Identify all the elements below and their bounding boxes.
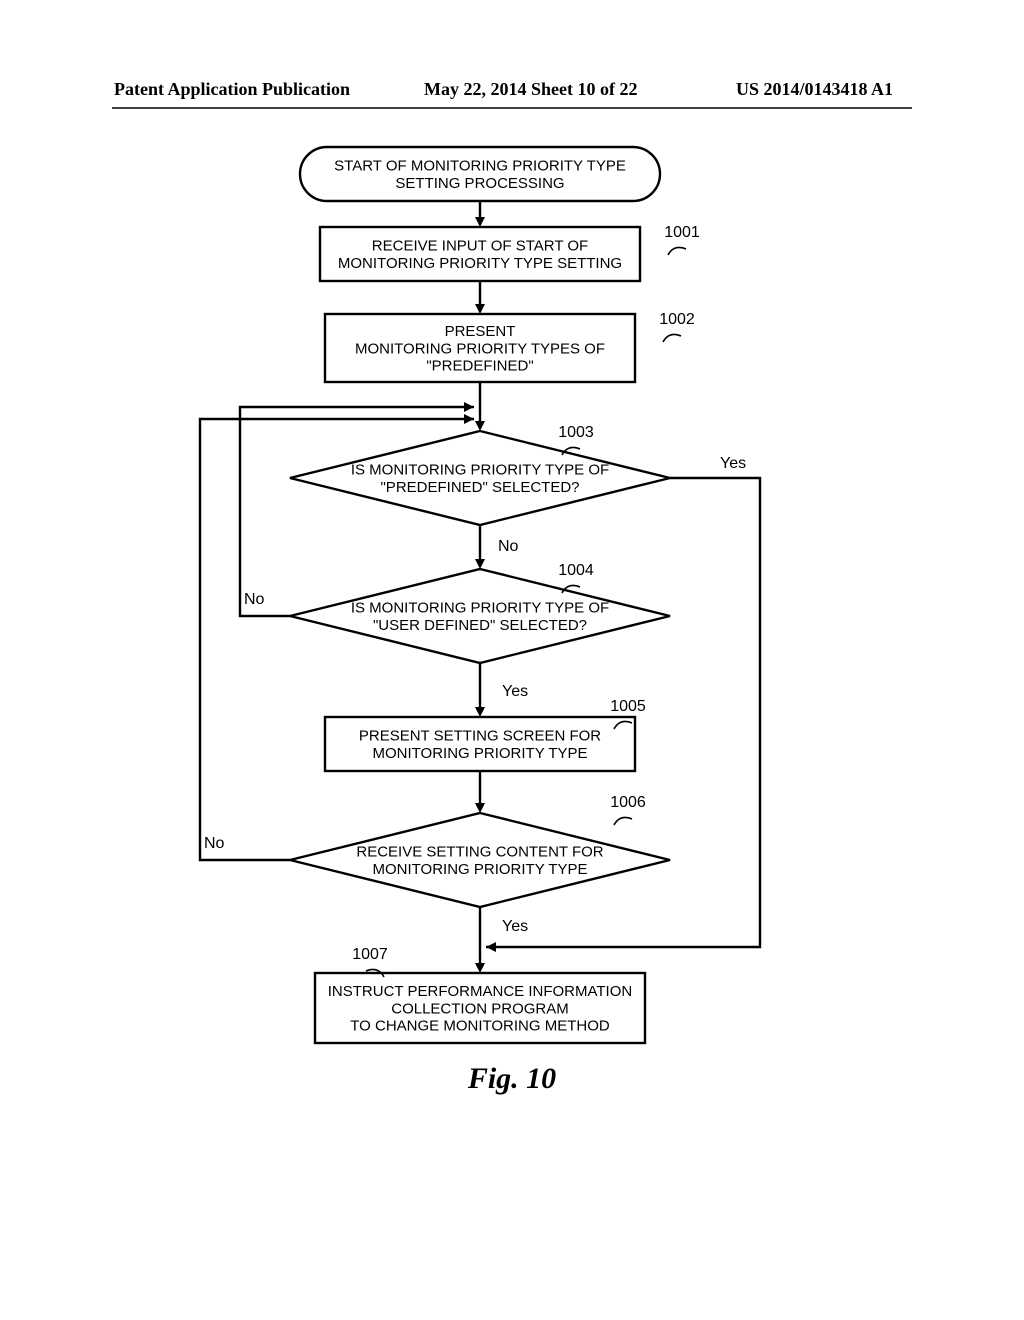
ref-1001: 1001 [664, 224, 700, 241]
ref-1004: 1004 [558, 562, 594, 579]
node-text: PRESENT [445, 323, 516, 340]
label-yes-1006: Yes [502, 918, 528, 935]
node-n1002: PRESENTMONITORING PRIORITY TYPES OF"PRED… [325, 314, 635, 382]
ref-1007: 1007 [352, 946, 388, 963]
node-n1007: INSTRUCT PERFORMANCE INFORMATIONCOLLECTI… [315, 973, 645, 1043]
node-text: TO CHANGE MONITORING METHOD [350, 1018, 610, 1035]
node-start: START OF MONITORING PRIORITY TYPESETTING… [300, 147, 660, 201]
node-text: "PREDEFINED" [426, 358, 533, 375]
node-text: SETTING PROCESSING [395, 175, 564, 192]
header-left: Patent Application Publication [114, 79, 350, 99]
node-text: COLLECTION PROGRAM [391, 1000, 569, 1017]
label-yes-1003: Yes [720, 455, 746, 472]
node-text: MONITORING PRIORITY TYPE SETTING [338, 255, 622, 272]
node-text: PRESENT SETTING SCREEN FOR [359, 728, 601, 745]
node-text: "USER DEFINED" SELECTED? [373, 617, 587, 634]
label-no-1006: No [204, 835, 225, 852]
node-n1005: PRESENT SETTING SCREEN FORMONITORING PRI… [325, 717, 635, 771]
node-text: RECEIVE SETTING CONTENT FOR [356, 844, 603, 861]
node-text: MONITORING PRIORITY TYPE [372, 745, 587, 762]
node-text: RECEIVE INPUT OF START OF [372, 238, 588, 255]
node-d1004: IS MONITORING PRIORITY TYPE OF"USER DEFI… [290, 569, 670, 663]
node-text: MONITORING PRIORITY TYPES OF [355, 340, 605, 357]
node-text: MONITORING PRIORITY TYPE [372, 861, 587, 878]
header-right: US 2014/0143418 A1 [736, 79, 893, 99]
ref-1002: 1002 [659, 311, 695, 328]
node-text: START OF MONITORING PRIORITY TYPE [334, 158, 626, 175]
label-no-1003: No [498, 538, 519, 555]
node-n1001: RECEIVE INPUT OF START OFMONITORING PRIO… [320, 227, 640, 281]
node-text: INSTRUCT PERFORMANCE INFORMATION [328, 983, 632, 1000]
ref-1006: 1006 [610, 794, 646, 811]
node-text: "PREDEFINED" SELECTED? [380, 479, 579, 496]
ref-1005: 1005 [610, 698, 646, 715]
figure-caption: Fig. 10 [467, 1062, 556, 1095]
node-text: IS MONITORING PRIORITY TYPE OF [351, 600, 609, 617]
label-yes-1004: Yes [502, 683, 528, 700]
label-no-1004: No [244, 591, 265, 608]
node-text: IS MONITORING PRIORITY TYPE OF [351, 462, 609, 479]
node-d1006: RECEIVE SETTING CONTENT FORMONITORING PR… [290, 813, 670, 907]
header-center: May 22, 2014 Sheet 10 of 22 [424, 79, 637, 99]
ref-1003: 1003 [558, 424, 594, 441]
node-d1003: IS MONITORING PRIORITY TYPE OF"PREDEFINE… [290, 431, 670, 525]
